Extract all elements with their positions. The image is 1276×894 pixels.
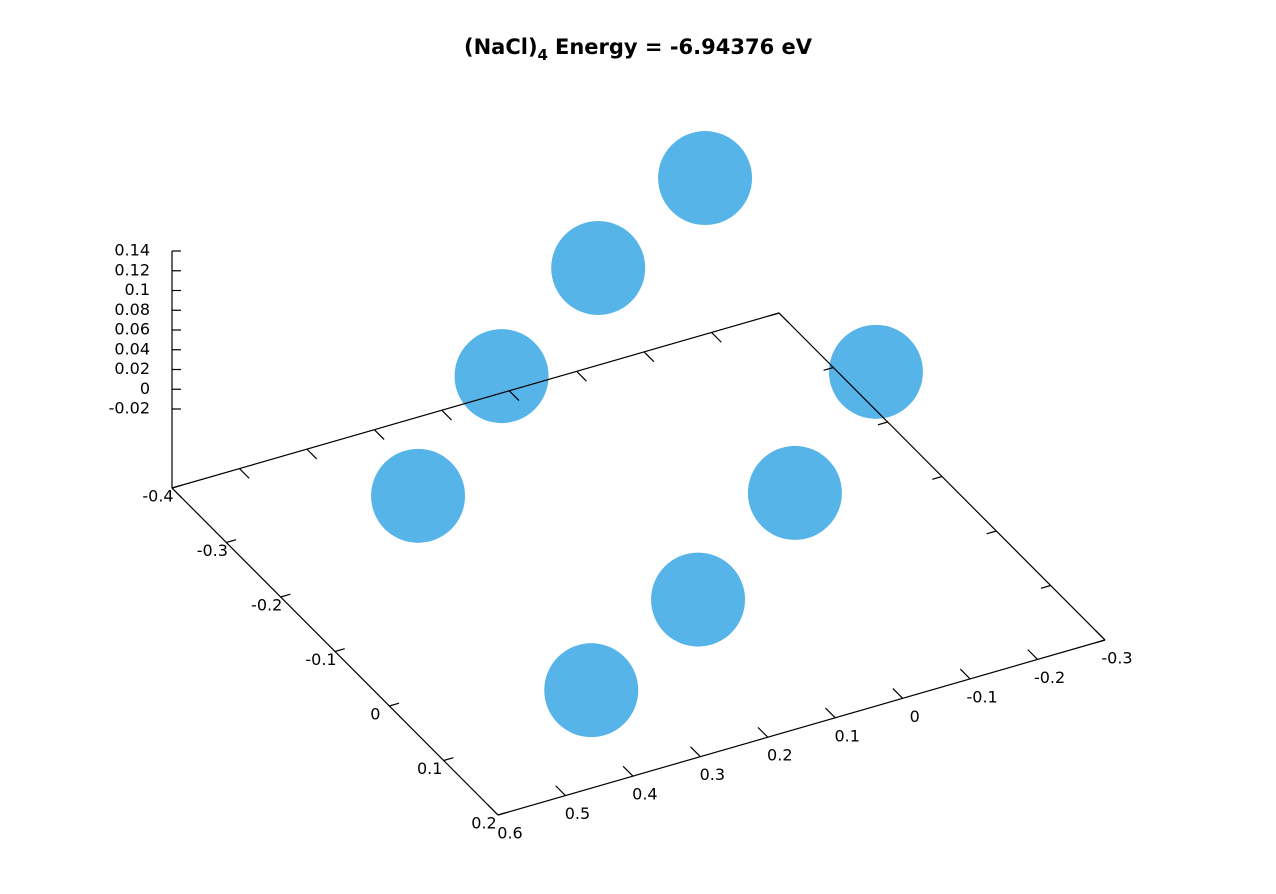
y-tick-mirror — [508, 390, 520, 402]
y-tick — [757, 726, 769, 738]
y-tick-label: 0.4 — [632, 785, 657, 804]
y-tick — [555, 785, 566, 796]
y-tick-mirror — [643, 351, 655, 363]
y-tick-mirror — [441, 409, 452, 421]
y-tick-label: 0.1 — [834, 726, 859, 745]
x-tick-label: -0.2 — [251, 596, 282, 615]
x-tick — [497, 811, 508, 816]
title-rest: Energy = -6.94376 eV — [555, 35, 813, 59]
y-tick-label: -0.1 — [967, 687, 998, 706]
y-tick-label: 0.6 — [497, 824, 522, 843]
y-tick-label: 0.2 — [767, 746, 792, 765]
x-tick-label: 0 — [370, 705, 380, 724]
y-tick-mirror — [171, 487, 183, 499]
x-tick — [389, 702, 400, 707]
title-main: (NaCl) — [464, 35, 538, 59]
x-tick — [334, 648, 345, 653]
x-tick-mirror — [932, 475, 943, 480]
z-tick-label: 0.02 — [114, 359, 150, 378]
z-tick-label: 0.12 — [114, 260, 150, 279]
y-tick-mirror — [306, 448, 318, 460]
y-tick — [1094, 629, 1106, 641]
y-tick — [959, 668, 971, 680]
atom — [747, 445, 842, 540]
x-tick-label: 0.2 — [471, 814, 496, 833]
x-tick-mirror — [1095, 639, 1106, 644]
x-tick-mirror — [1040, 584, 1051, 589]
x-tick-label: -0.3 — [197, 541, 228, 560]
x-tick — [280, 593, 291, 598]
y-tick — [690, 746, 701, 758]
z-tick-label: 0.04 — [114, 339, 150, 358]
x-tick-label: -0.4 — [142, 487, 173, 506]
y-tick-mirror — [711, 332, 722, 343]
x-tick-mirror — [877, 421, 888, 426]
atom — [371, 448, 466, 543]
box-edge — [171, 312, 780, 489]
x-tick-mirror — [986, 530, 997, 535]
y-tick-label: -0.3 — [1101, 649, 1132, 668]
x-tick-label: -0.1 — [305, 650, 336, 669]
x-tick-label: 0.1 — [417, 759, 442, 778]
x-tick — [171, 484, 182, 489]
z-tick-label: -0.02 — [109, 399, 150, 418]
x-tick — [443, 757, 454, 762]
x-tick-mirror — [769, 312, 780, 317]
atom — [658, 131, 753, 226]
z-tick-label: 0.06 — [114, 320, 150, 339]
title-subscript: 4 — [538, 46, 548, 64]
y-tick-label: 0.5 — [565, 804, 590, 823]
z-tick-label: 0.1 — [125, 280, 150, 299]
y-tick — [487, 804, 499, 816]
y-tick-mirror — [373, 429, 385, 440]
atom — [828, 324, 923, 419]
y-tick-mirror — [778, 312, 790, 324]
atom — [544, 643, 639, 738]
z-tick-label: 0 — [140, 379, 150, 398]
y-tick-label: -0.2 — [1034, 668, 1065, 687]
y-tick-label: 0.3 — [700, 765, 725, 784]
y-tick — [1027, 649, 1038, 660]
chart-title: (NaCl)4 Energy = -6.94376 eV — [464, 35, 813, 64]
atom — [551, 221, 646, 316]
y-tick — [825, 707, 836, 719]
y-tick-mirror — [239, 468, 250, 479]
y-tick-mirror — [576, 370, 587, 382]
z-tick-label: 0.08 — [114, 300, 150, 319]
atom — [454, 329, 549, 424]
box-edge — [497, 639, 1106, 816]
y-tick — [892, 688, 904, 699]
y-tick-label: 0 — [910, 707, 920, 726]
z-tick-label: 0.14 — [114, 241, 150, 260]
x-tick — [226, 539, 237, 544]
y-tick — [622, 765, 634, 777]
x-tick-mirror — [823, 366, 834, 371]
atom — [651, 552, 746, 647]
